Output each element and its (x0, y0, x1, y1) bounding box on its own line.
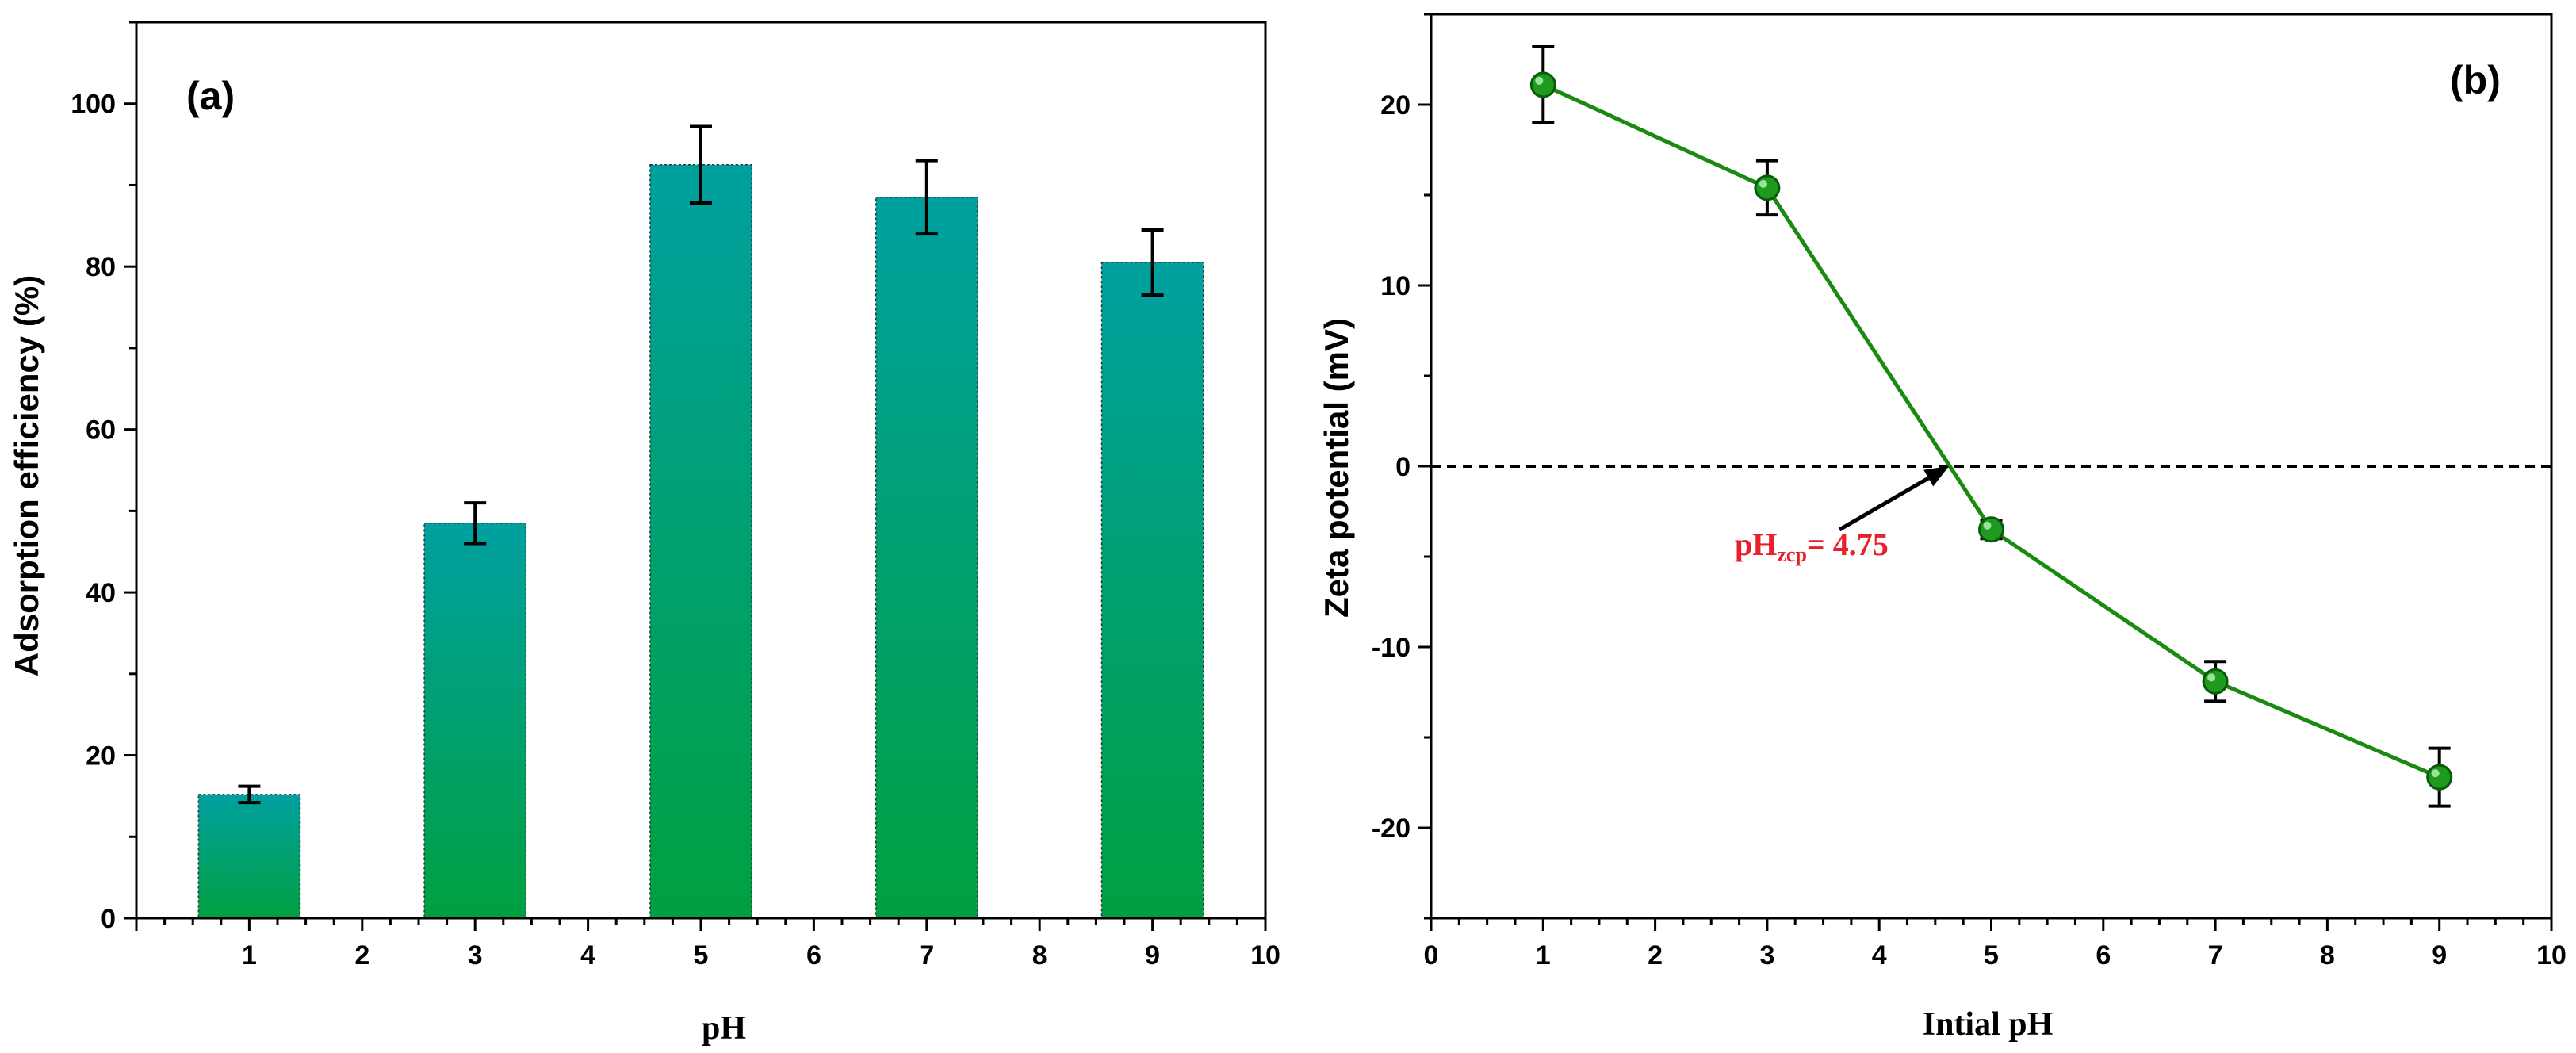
data-point (1754, 174, 1781, 201)
data-point-highlight (1759, 179, 1767, 188)
y-tick-label: 0 (1395, 452, 1410, 482)
x-tick-label: 6 (2096, 940, 2111, 971)
x-tick-label: 3 (1759, 940, 1774, 971)
x-tick-label: 3 (468, 940, 483, 971)
x-tick-label: 5 (1984, 940, 1999, 971)
x-tick-label: 10 (2536, 940, 2566, 971)
x-tick-label: 2 (354, 940, 369, 971)
chart-b-annotation: pHzcp= 4.75 (1735, 466, 1950, 566)
x-tick-label: 8 (2320, 940, 2335, 971)
chart-b-y-axis-label: Zeta potential (mV) (1318, 318, 1355, 618)
x-tick-label: 6 (806, 940, 821, 971)
chart-b-x-axis-label: Intial pH (1923, 1006, 2054, 1043)
y-tick-label: 20 (86, 741, 116, 772)
chart-b-panel-label: (b) (2450, 58, 2501, 102)
pzc-prefix: pH (1735, 526, 1777, 562)
data-point (2202, 668, 2229, 695)
data-point (2426, 764, 2453, 791)
x-tick-label: 7 (919, 940, 934, 971)
bar (423, 523, 527, 919)
pzc-subscript: zcp (1777, 543, 1807, 566)
annotation-arrowhead (1923, 466, 1950, 487)
pzc-annotation: pHzcp= 4.75 (1735, 526, 1889, 566)
y-tick-label: 0 (101, 904, 116, 934)
pzc-value: = 4.75 (1807, 526, 1889, 562)
x-tick-label: 8 (1032, 940, 1047, 971)
y-tick-label: 60 (86, 415, 116, 446)
bar (875, 197, 978, 919)
x-tick-label: 1 (1536, 940, 1551, 971)
chart-a-bars (197, 164, 1204, 919)
data-point (1978, 516, 2004, 543)
x-tick-label: 1 (242, 940, 257, 971)
chart-a-panel-label: (a) (186, 74, 235, 118)
y-tick-label: 40 (86, 578, 116, 608)
data-point (1529, 71, 1556, 98)
x-tick-label: 4 (580, 940, 595, 971)
y-tick-label: 80 (86, 252, 116, 282)
bar (649, 164, 752, 919)
x-tick-label: 7 (2208, 940, 2223, 971)
x-tick-label: 9 (1145, 940, 1160, 971)
x-tick-label: 10 (1250, 940, 1280, 971)
chart-b-axes: 0 1 2 3 4 5 6 7 8 9 10 -20 -10 0 10 20 (1372, 13, 2566, 971)
y-tick-label: 10 (1380, 271, 1410, 301)
y-tick-label: 20 (1380, 90, 1410, 121)
chart-a-error-bars (238, 124, 1164, 805)
x-tick-label: 2 (1648, 940, 1663, 971)
bar (1100, 262, 1204, 919)
x-tick-label: 9 (2432, 940, 2447, 971)
data-point-highlight (2207, 673, 2216, 682)
chart-b-series (1529, 45, 2453, 808)
y-tick-label: -20 (1372, 814, 1410, 844)
chart-a-y-axis-label: Adsorption efficiency (%) (8, 275, 45, 676)
bar (197, 794, 301, 919)
y-tick-label: -10 (1372, 633, 1410, 663)
series-line (1542, 82, 2440, 779)
annotation-arrow (1838, 476, 1930, 532)
data-point-highlight (1535, 76, 1544, 85)
y-tick-label: 100 (71, 90, 116, 120)
x-tick-label: 5 (694, 940, 709, 971)
data-point-highlight (2431, 769, 2440, 778)
data-point-highlight (1983, 521, 1992, 530)
x-tick-label: 4 (1872, 940, 1887, 971)
x-tick-label: 0 (1424, 940, 1439, 971)
chart-a-x-axis-label: pH (702, 1010, 746, 1047)
